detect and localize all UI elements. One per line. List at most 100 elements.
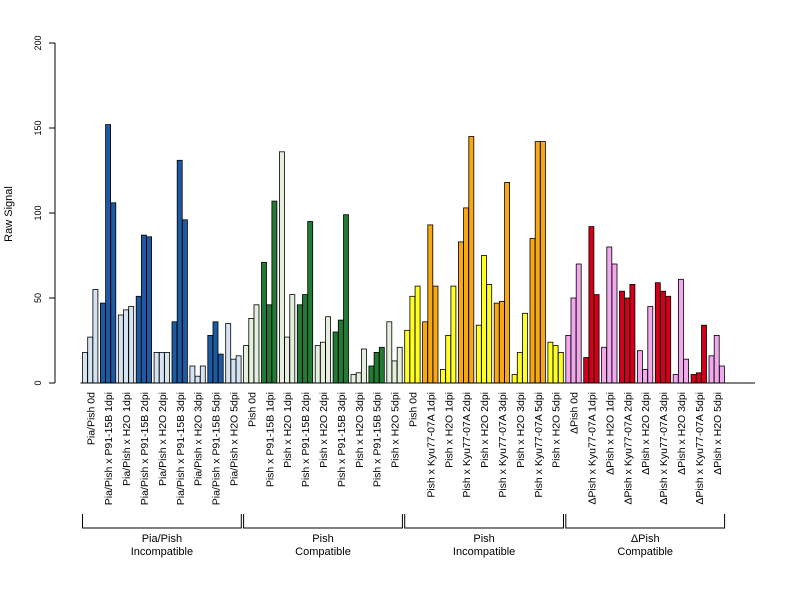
bar: [440, 368, 446, 384]
bar: [207, 334, 214, 384]
bar: [319, 341, 326, 384]
bar: [713, 334, 720, 384]
bar: [314, 345, 321, 384]
group-label-line2: Incompatible: [131, 546, 193, 558]
bar: [135, 295, 142, 384]
group-label-line2: Compatible: [295, 546, 351, 558]
bar: [498, 300, 505, 384]
bar: [355, 372, 362, 384]
bar: [217, 353, 224, 384]
y-tick-label: 50: [33, 293, 43, 303]
y-tick-label: 0: [33, 380, 43, 385]
y-tick-label: 200: [33, 35, 43, 50]
bar: [92, 289, 99, 384]
bar: [140, 234, 147, 384]
bar: [386, 321, 393, 384]
x-tick-label: Pish x Kyu77-07A 5dpi: [533, 392, 545, 498]
group-label-line2: Compatible: [617, 546, 673, 558]
y-axis-label: Raw Signal: [3, 186, 15, 242]
bar: [194, 375, 201, 384]
bar: [565, 334, 572, 384]
x-tick-label: Pish x H2O 5dpi: [551, 392, 563, 468]
group-label-line1: Pia/Pish: [142, 533, 182, 545]
x-tick-label: ΔPish x Kyu77-07A 5dpi: [694, 392, 706, 505]
bar: [468, 136, 475, 384]
x-tick-label: Pia/Pish x H2O 2dpi: [157, 392, 169, 486]
bar: [212, 321, 219, 384]
bar: [266, 304, 273, 384]
x-tick-label: Pish x P91-15B 3dpi: [336, 392, 348, 487]
bar: [296, 304, 303, 384]
bar: [504, 181, 511, 384]
bar: [261, 261, 267, 384]
group-label-line2: Incompatible: [453, 546, 515, 558]
bar: [588, 226, 595, 384]
bar: [690, 374, 697, 384]
bar: [396, 346, 403, 384]
group-bracket: [243, 514, 403, 529]
bar: [593, 294, 600, 384]
bar: [427, 224, 434, 384]
x-tick-label: Pish x H2O 3dpi: [354, 392, 366, 468]
bar: [642, 368, 648, 384]
bar: [486, 283, 493, 384]
x-tick-label: ΔPish x Kyu77-07A 3dpi: [658, 392, 670, 505]
bar: [463, 207, 470, 384]
bar: [654, 282, 661, 384]
bar: [445, 334, 452, 384]
bar: [199, 365, 206, 384]
bar: [360, 348, 367, 384]
bar: [665, 295, 672, 384]
x-tick-label: Pish x Kyu77-07A 1dpi: [425, 392, 437, 498]
x-tick-label: Pia/Pish x H2O 1dpi: [121, 392, 133, 486]
bar: [158, 351, 165, 384]
bar: [540, 141, 546, 384]
bar: [637, 350, 643, 384]
bar: [225, 323, 232, 384]
bar: [522, 312, 528, 384]
bar: [128, 306, 135, 384]
bar: [171, 321, 178, 384]
bar: [230, 358, 237, 384]
y-tick-label: 150: [33, 120, 43, 135]
bar: [672, 374, 679, 384]
bar: [271, 200, 278, 384]
x-tick-label: Pish x H2O 1dpi: [443, 392, 455, 468]
bar: [235, 355, 242, 384]
x-tick-label: Pish x H2O 5dpi: [390, 392, 402, 468]
bar: [325, 316, 332, 384]
x-tick-label: Pia/Pish x H2O 5dpi: [229, 392, 241, 486]
bar: [660, 290, 666, 384]
x-tick-label: Pish 0d: [246, 392, 258, 427]
bar: [719, 365, 725, 384]
x-tick-label: ΔPish x H2O 5dpi: [712, 392, 724, 475]
bar: [153, 351, 160, 384]
x-tick-label: Pish x H2O 2dpi: [479, 392, 491, 468]
bar: [624, 297, 631, 384]
bar: [123, 309, 129, 384]
bar: [601, 346, 607, 384]
bar: [248, 317, 255, 384]
x-tick-label: Pish x Kyu77-07A 2dpi: [461, 392, 473, 498]
bar: [529, 238, 536, 384]
bar: [409, 295, 416, 384]
bar: [307, 221, 314, 384]
bar: [611, 263, 618, 384]
bar: [350, 374, 357, 384]
bar: [695, 372, 702, 384]
x-tick-label: Pish x P91-15B 2dpi: [300, 392, 312, 487]
x-tick-label: Pish x P91-15B 5dpi: [372, 392, 384, 487]
bar: [117, 314, 124, 384]
bar: [583, 357, 590, 384]
bar: [343, 214, 349, 384]
bar: [557, 351, 564, 384]
bar: [547, 341, 554, 384]
bar: [629, 283, 636, 384]
group-bracket: [82, 514, 242, 529]
bar: [391, 360, 398, 384]
x-tick-label: Pish x P91-15B 1dpi: [264, 392, 276, 487]
bar: [678, 278, 684, 384]
bar: [243, 345, 250, 384]
bar: [432, 285, 439, 384]
